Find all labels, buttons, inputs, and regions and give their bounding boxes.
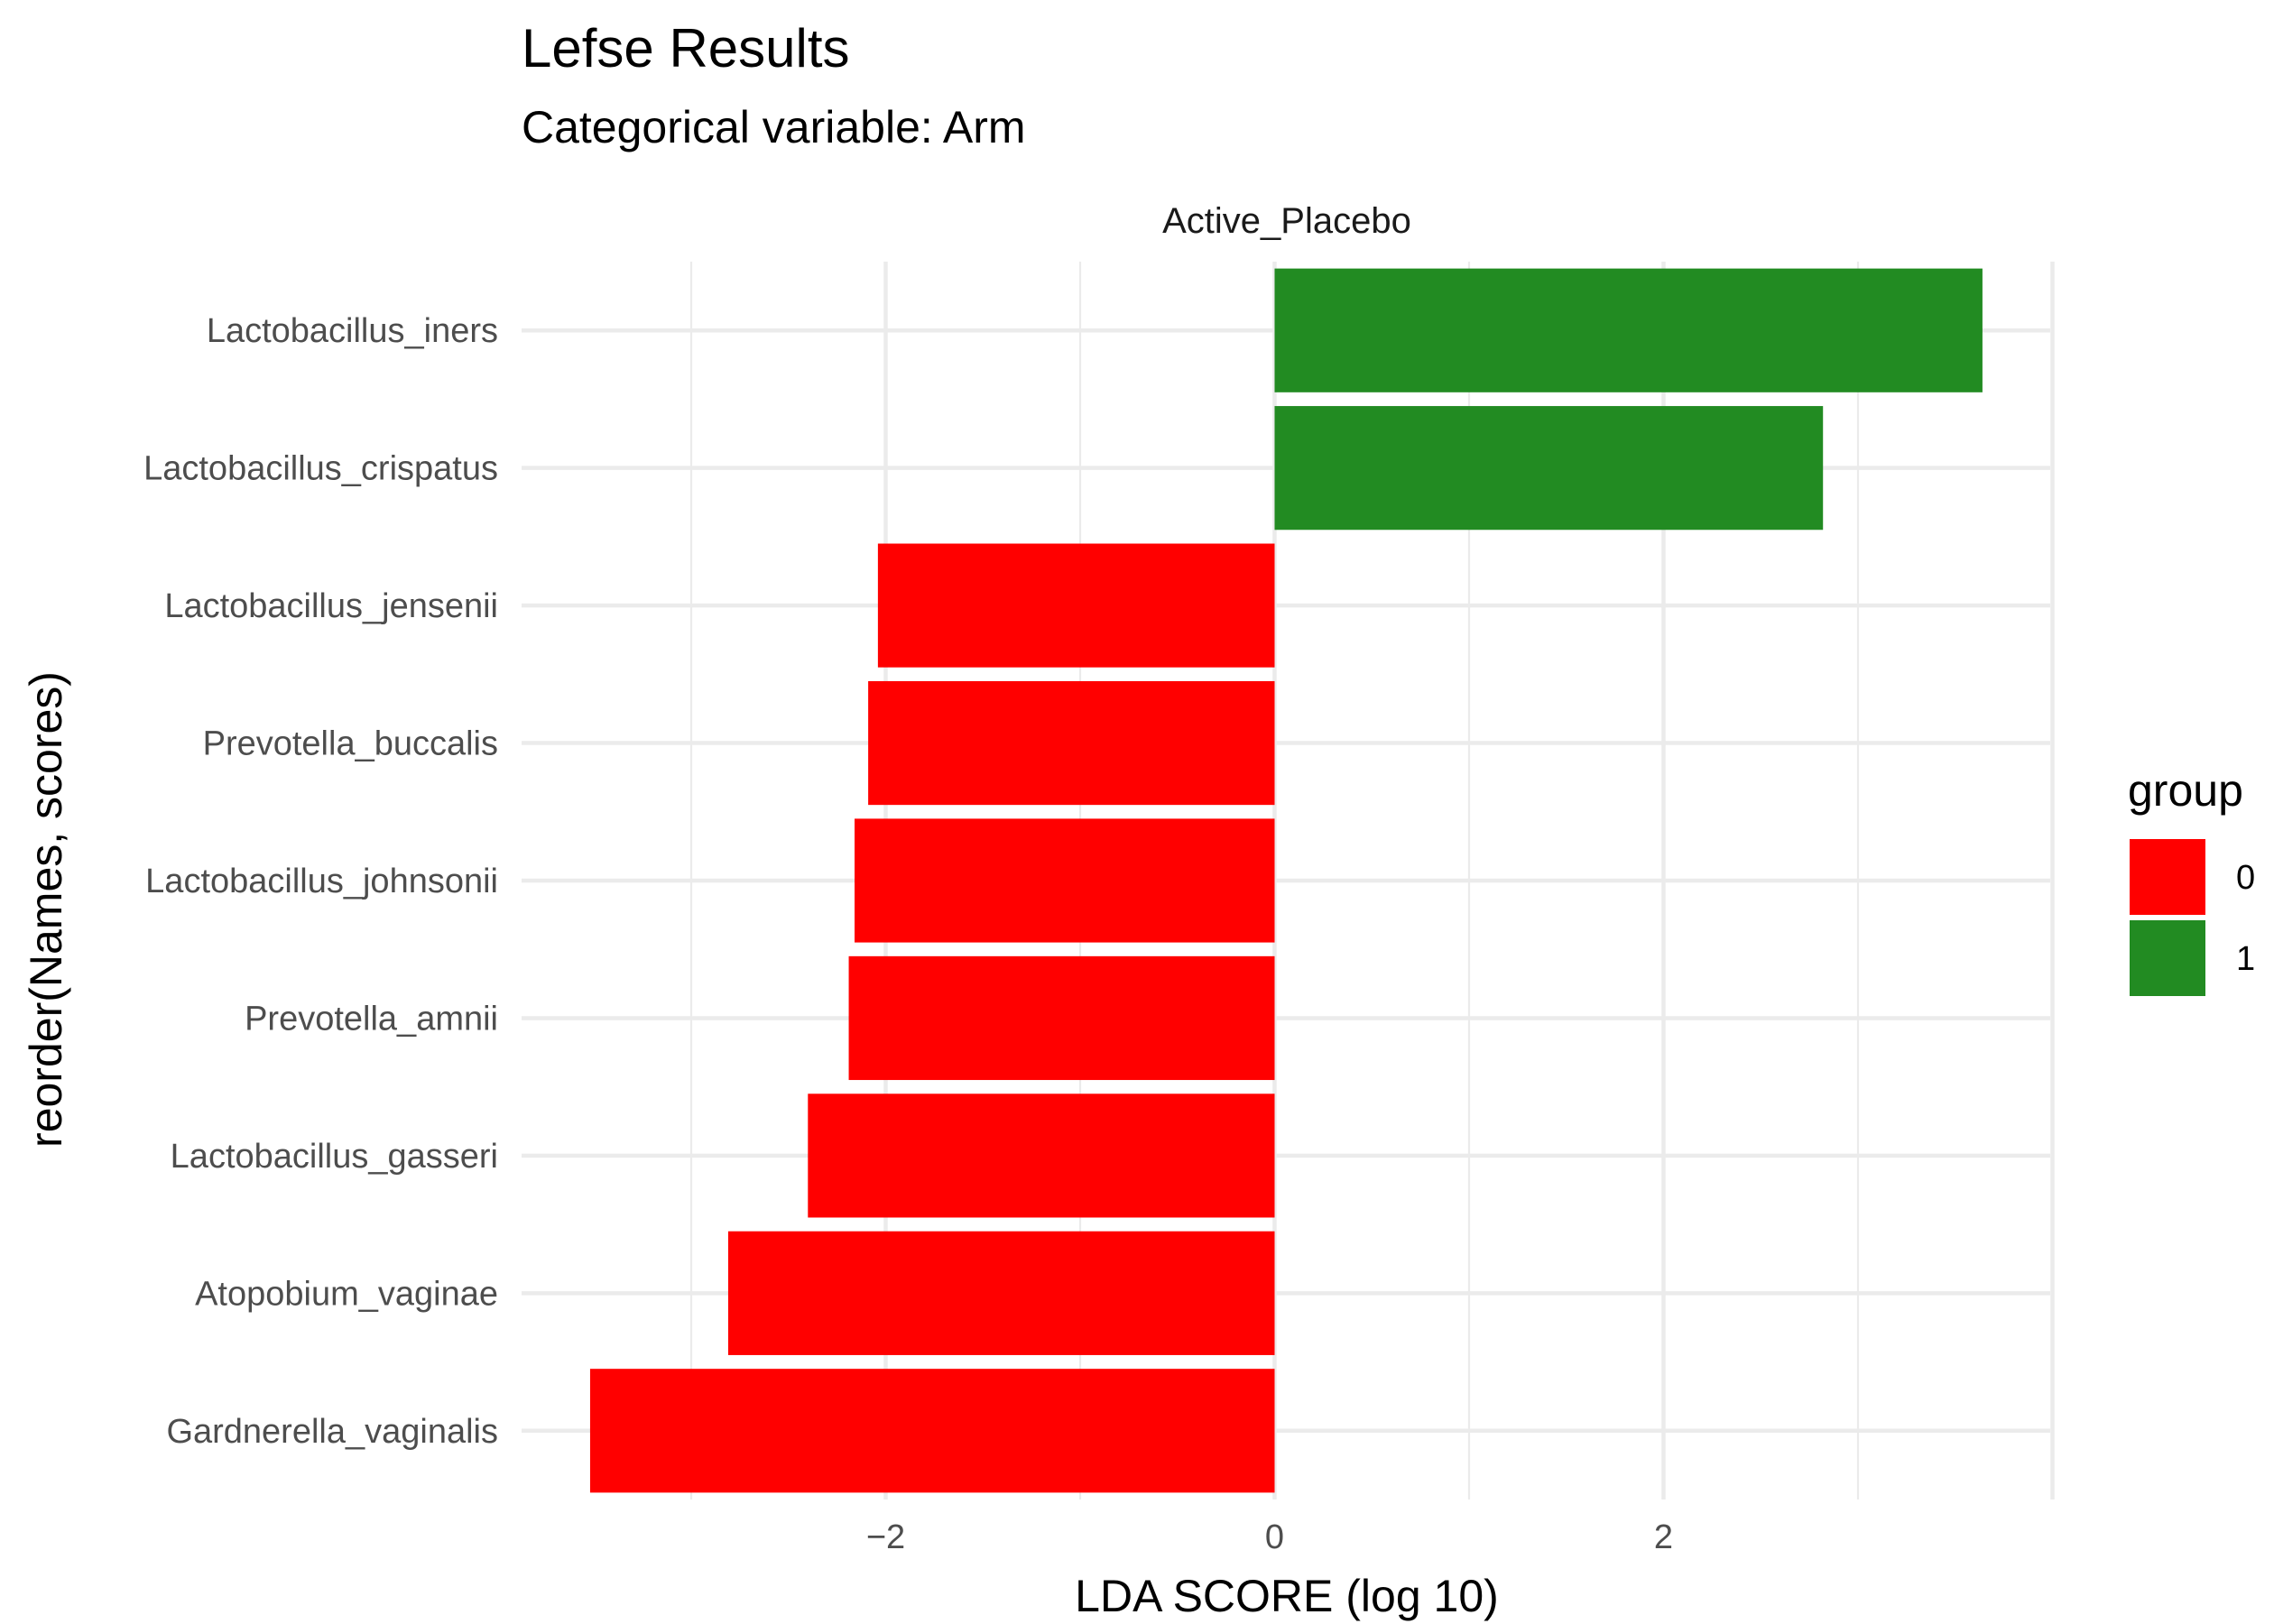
y-tick-label: Prevotella_amnii bbox=[245, 1000, 498, 1038]
y-tick-label: Lactobacillus_johnsonii bbox=[145, 863, 498, 900]
legend-title: group bbox=[2128, 765, 2243, 816]
y-tick-labels: Lactobacillus_iners Lactobacillus_crispat… bbox=[143, 312, 498, 1451]
x-axis-title: LDA SCORE (log 10) bbox=[1075, 1571, 1499, 1621]
bar bbox=[855, 818, 1275, 943]
bar bbox=[589, 1369, 1275, 1493]
legend: group 0 1 bbox=[2128, 765, 2255, 996]
legend-swatch bbox=[2130, 839, 2205, 915]
chart-title: Lefse Results bbox=[522, 18, 850, 78]
x-tick-label: −2 bbox=[866, 1518, 905, 1556]
legend-swatch bbox=[2130, 920, 2205, 996]
bar bbox=[868, 680, 1275, 806]
y-tick-label: Prevotella_buccalis bbox=[203, 725, 498, 763]
x-tick-label: 0 bbox=[1265, 1518, 1284, 1556]
y-tick-label: Lactobacillus_iners bbox=[207, 312, 498, 350]
chart-subtitle: Categorical variable: Arm bbox=[522, 102, 1026, 152]
x-tick-label: 2 bbox=[1654, 1518, 1673, 1556]
bars bbox=[589, 268, 1983, 1493]
bar bbox=[808, 1093, 1275, 1218]
x-tick-labels: −2 0 2 bbox=[866, 1518, 1673, 1556]
y-axis-title: reorder(Names, scores) bbox=[21, 671, 71, 1148]
y-tick-label: Gardnerella_vaginalis bbox=[166, 1413, 498, 1451]
bar bbox=[848, 955, 1275, 1081]
y-tick-label: Lactobacillus_gasseri bbox=[171, 1138, 498, 1176]
legend-label: 0 bbox=[2236, 859, 2255, 897]
legend-label: 1 bbox=[2236, 940, 2255, 978]
y-tick-label: Lactobacillus_jensenii bbox=[164, 587, 498, 625]
bar bbox=[727, 1231, 1275, 1355]
y-tick-label: Atopobium_vaginae bbox=[195, 1275, 498, 1313]
bar bbox=[1274, 268, 1983, 392]
facet-strip-label: Active_Placebo bbox=[1162, 201, 1411, 241]
y-tick-label: Lactobacillus_crispatus bbox=[143, 450, 498, 488]
bar bbox=[1274, 406, 1824, 531]
bar bbox=[877, 543, 1275, 668]
